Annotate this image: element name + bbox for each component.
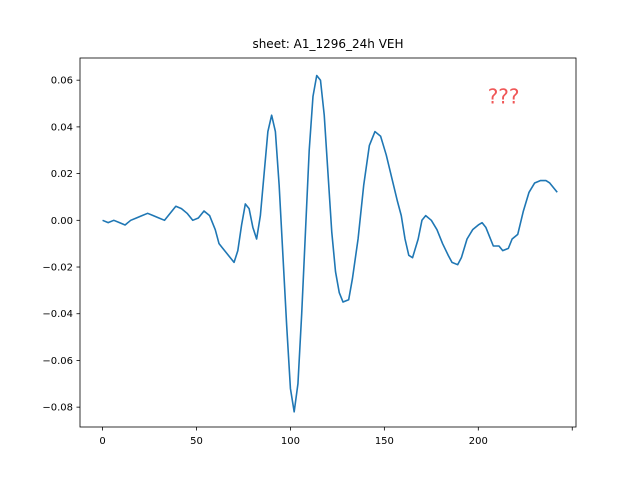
axes-frame [79,57,577,428]
x-tick-label-3: 150 [375,436,394,447]
y-tick-label-4: 0.00 [51,216,73,227]
y-tick-label-6: 0.04 [51,122,73,133]
y-tick-label-7: 0.06 [51,76,73,87]
y-tick-label-3: −0.02 [42,263,73,274]
x-tick-label-1: 50 [190,436,203,447]
x-tick-label-0: 0 [99,436,105,447]
y-tick-label-2: −0.04 [42,309,73,320]
annotation-0: ??? [488,85,520,109]
x-tick-label-4: 200 [469,436,488,447]
y-tick-label-1: −0.06 [42,356,73,367]
y-tick-label-5: 0.02 [51,169,73,180]
y-tick-label-0: −0.08 [42,403,73,414]
series-line-0 [102,74,558,413]
x-tick-label-2: 100 [281,436,300,447]
plot-area: 0 50 100 150 200 −0.08 −0.06 −0.04 −0.02 0.00 0.02… [42,57,577,447]
chart-title: sheet: A1_1296_24h VEH [252,37,403,51]
